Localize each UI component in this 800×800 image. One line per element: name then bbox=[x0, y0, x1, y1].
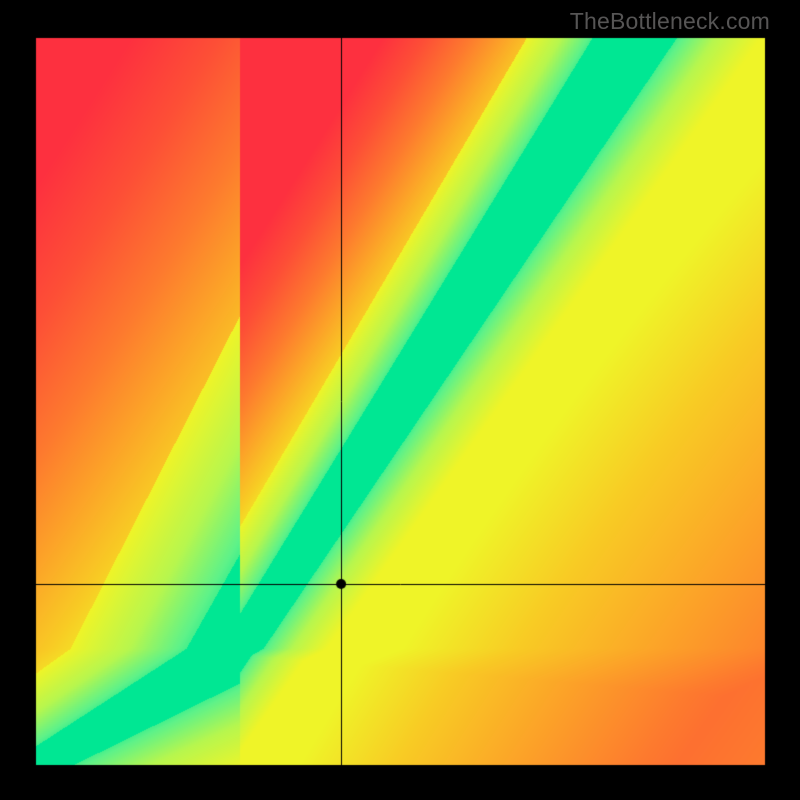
chart-wrapper: { "canvas": { "width": 800, "height": 80… bbox=[0, 0, 800, 800]
bottleneck-heatmap bbox=[0, 0, 800, 800]
watermark-text: TheBottleneck.com bbox=[570, 8, 770, 35]
